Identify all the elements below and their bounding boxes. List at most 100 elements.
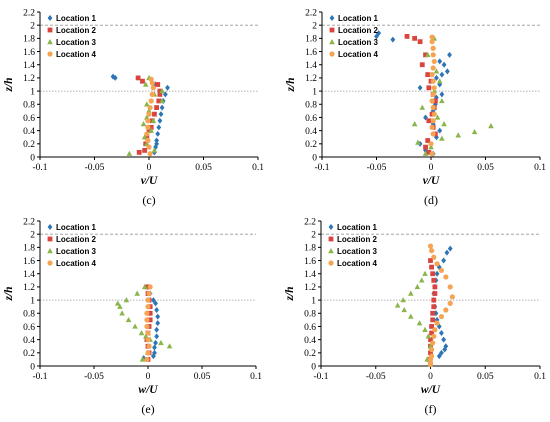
data-point xyxy=(439,135,445,141)
data-point xyxy=(153,339,158,346)
data-point xyxy=(154,306,160,313)
data-point xyxy=(158,339,164,346)
data-point xyxy=(432,284,438,290)
data-point xyxy=(432,327,438,333)
data-point xyxy=(148,98,154,104)
legend-label: Location 3 xyxy=(56,38,97,47)
legend-label: Location 4 xyxy=(338,50,379,59)
y-tick-label: 1 xyxy=(311,296,316,306)
legend-marker xyxy=(47,248,53,254)
data-point xyxy=(144,323,150,330)
legend-marker xyxy=(329,15,335,21)
data-point xyxy=(141,134,148,140)
x-tick-label: 0.1 xyxy=(252,163,264,173)
data-point xyxy=(154,326,160,333)
series-location-2 xyxy=(144,284,153,362)
data-point xyxy=(439,97,445,104)
data-point xyxy=(434,114,441,120)
data-point xyxy=(429,330,434,336)
y-tick-label: 0 xyxy=(30,362,35,372)
data-point xyxy=(156,98,162,104)
x-axis-label: w/U xyxy=(138,384,158,396)
data-point xyxy=(140,121,147,127)
y-tick-label: 2 xyxy=(30,230,35,240)
data-point xyxy=(427,243,434,249)
x-axis-label: v/U xyxy=(141,175,158,187)
data-point xyxy=(123,297,130,303)
data-point xyxy=(394,302,401,308)
x-axis-label: v/U xyxy=(423,175,440,187)
chart-panel-f: 0 0.2 0.4 0.6 0.8 1 1.2 1.4 1.6 1.8 2 2.2 -0.1 -0.05 0… xyxy=(284,217,546,416)
data-point xyxy=(148,124,154,130)
y-tick-label: 2 xyxy=(312,21,317,31)
x-tick-label: -0.1 xyxy=(314,163,329,173)
data-point xyxy=(430,271,436,277)
legend-marker xyxy=(328,260,334,266)
data-point xyxy=(428,248,435,254)
y-tick-label: 1.6 xyxy=(23,48,35,58)
x-tick-label: 0.1 xyxy=(250,372,262,382)
data-point xyxy=(438,313,445,320)
legend-label: Location 1 xyxy=(338,14,379,23)
data-point xyxy=(145,118,151,124)
data-point xyxy=(138,330,145,336)
data-point xyxy=(430,310,436,316)
data-point xyxy=(423,52,428,58)
data-point xyxy=(144,284,150,290)
y-tick-label: 0.8 xyxy=(23,101,35,111)
data-point xyxy=(146,343,152,349)
data-point xyxy=(404,33,410,39)
data-point xyxy=(431,333,437,339)
data-point xyxy=(433,68,440,74)
data-point xyxy=(149,91,155,97)
x-tick-label: -0.1 xyxy=(32,372,47,382)
data-point xyxy=(155,320,161,327)
data-point xyxy=(429,72,435,78)
data-point xyxy=(431,277,437,283)
chart-panel-d: 0 0.2 0.4 0.6 0.8 1 1.2 1.4 1.6 1.8 2 2.2 -0.1 -0.05 0… xyxy=(285,8,546,207)
data-point xyxy=(439,71,445,78)
data-point xyxy=(147,104,153,111)
y-tick-label: 1.6 xyxy=(305,48,317,58)
data-point xyxy=(150,117,157,123)
data-point xyxy=(419,62,425,68)
y-tick-label: 2 xyxy=(311,230,316,240)
data-point xyxy=(412,35,418,41)
data-point xyxy=(437,58,443,65)
y-tick-label: 2.2 xyxy=(304,217,316,227)
data-point xyxy=(147,310,153,316)
data-point xyxy=(429,324,434,329)
data-point xyxy=(447,300,453,306)
legend-marker xyxy=(328,248,334,254)
data-point xyxy=(439,349,444,356)
y-axis-label: z/h xyxy=(284,286,296,301)
data-point xyxy=(426,118,432,124)
y-tick-label: 1.6 xyxy=(304,257,316,267)
data-point xyxy=(156,124,162,131)
data-point xyxy=(417,84,423,91)
y-axis-label: z/h xyxy=(3,77,15,92)
data-point xyxy=(430,91,436,97)
data-point xyxy=(145,337,151,343)
data-point xyxy=(144,310,150,316)
data-point xyxy=(140,78,145,84)
data-point xyxy=(157,88,163,94)
data-point xyxy=(154,140,160,147)
y-tick-label: 0.4 xyxy=(304,336,316,346)
data-point xyxy=(427,362,434,368)
y-tick-label: 1.2 xyxy=(304,283,316,293)
data-point xyxy=(151,147,158,153)
data-point xyxy=(438,267,445,274)
x-tick-label: -0.05 xyxy=(366,372,386,382)
data-point xyxy=(437,127,443,134)
x-tick-label: 0.05 xyxy=(194,372,211,382)
data-point xyxy=(429,264,434,270)
data-point xyxy=(146,290,152,297)
data-point xyxy=(136,149,142,155)
legend-label: Location 2 xyxy=(337,235,378,244)
data-point xyxy=(428,144,434,150)
y-tick-label: 1.4 xyxy=(304,270,316,280)
data-point xyxy=(155,130,161,137)
data-point xyxy=(432,291,438,296)
legend-label: Location 2 xyxy=(56,235,97,244)
